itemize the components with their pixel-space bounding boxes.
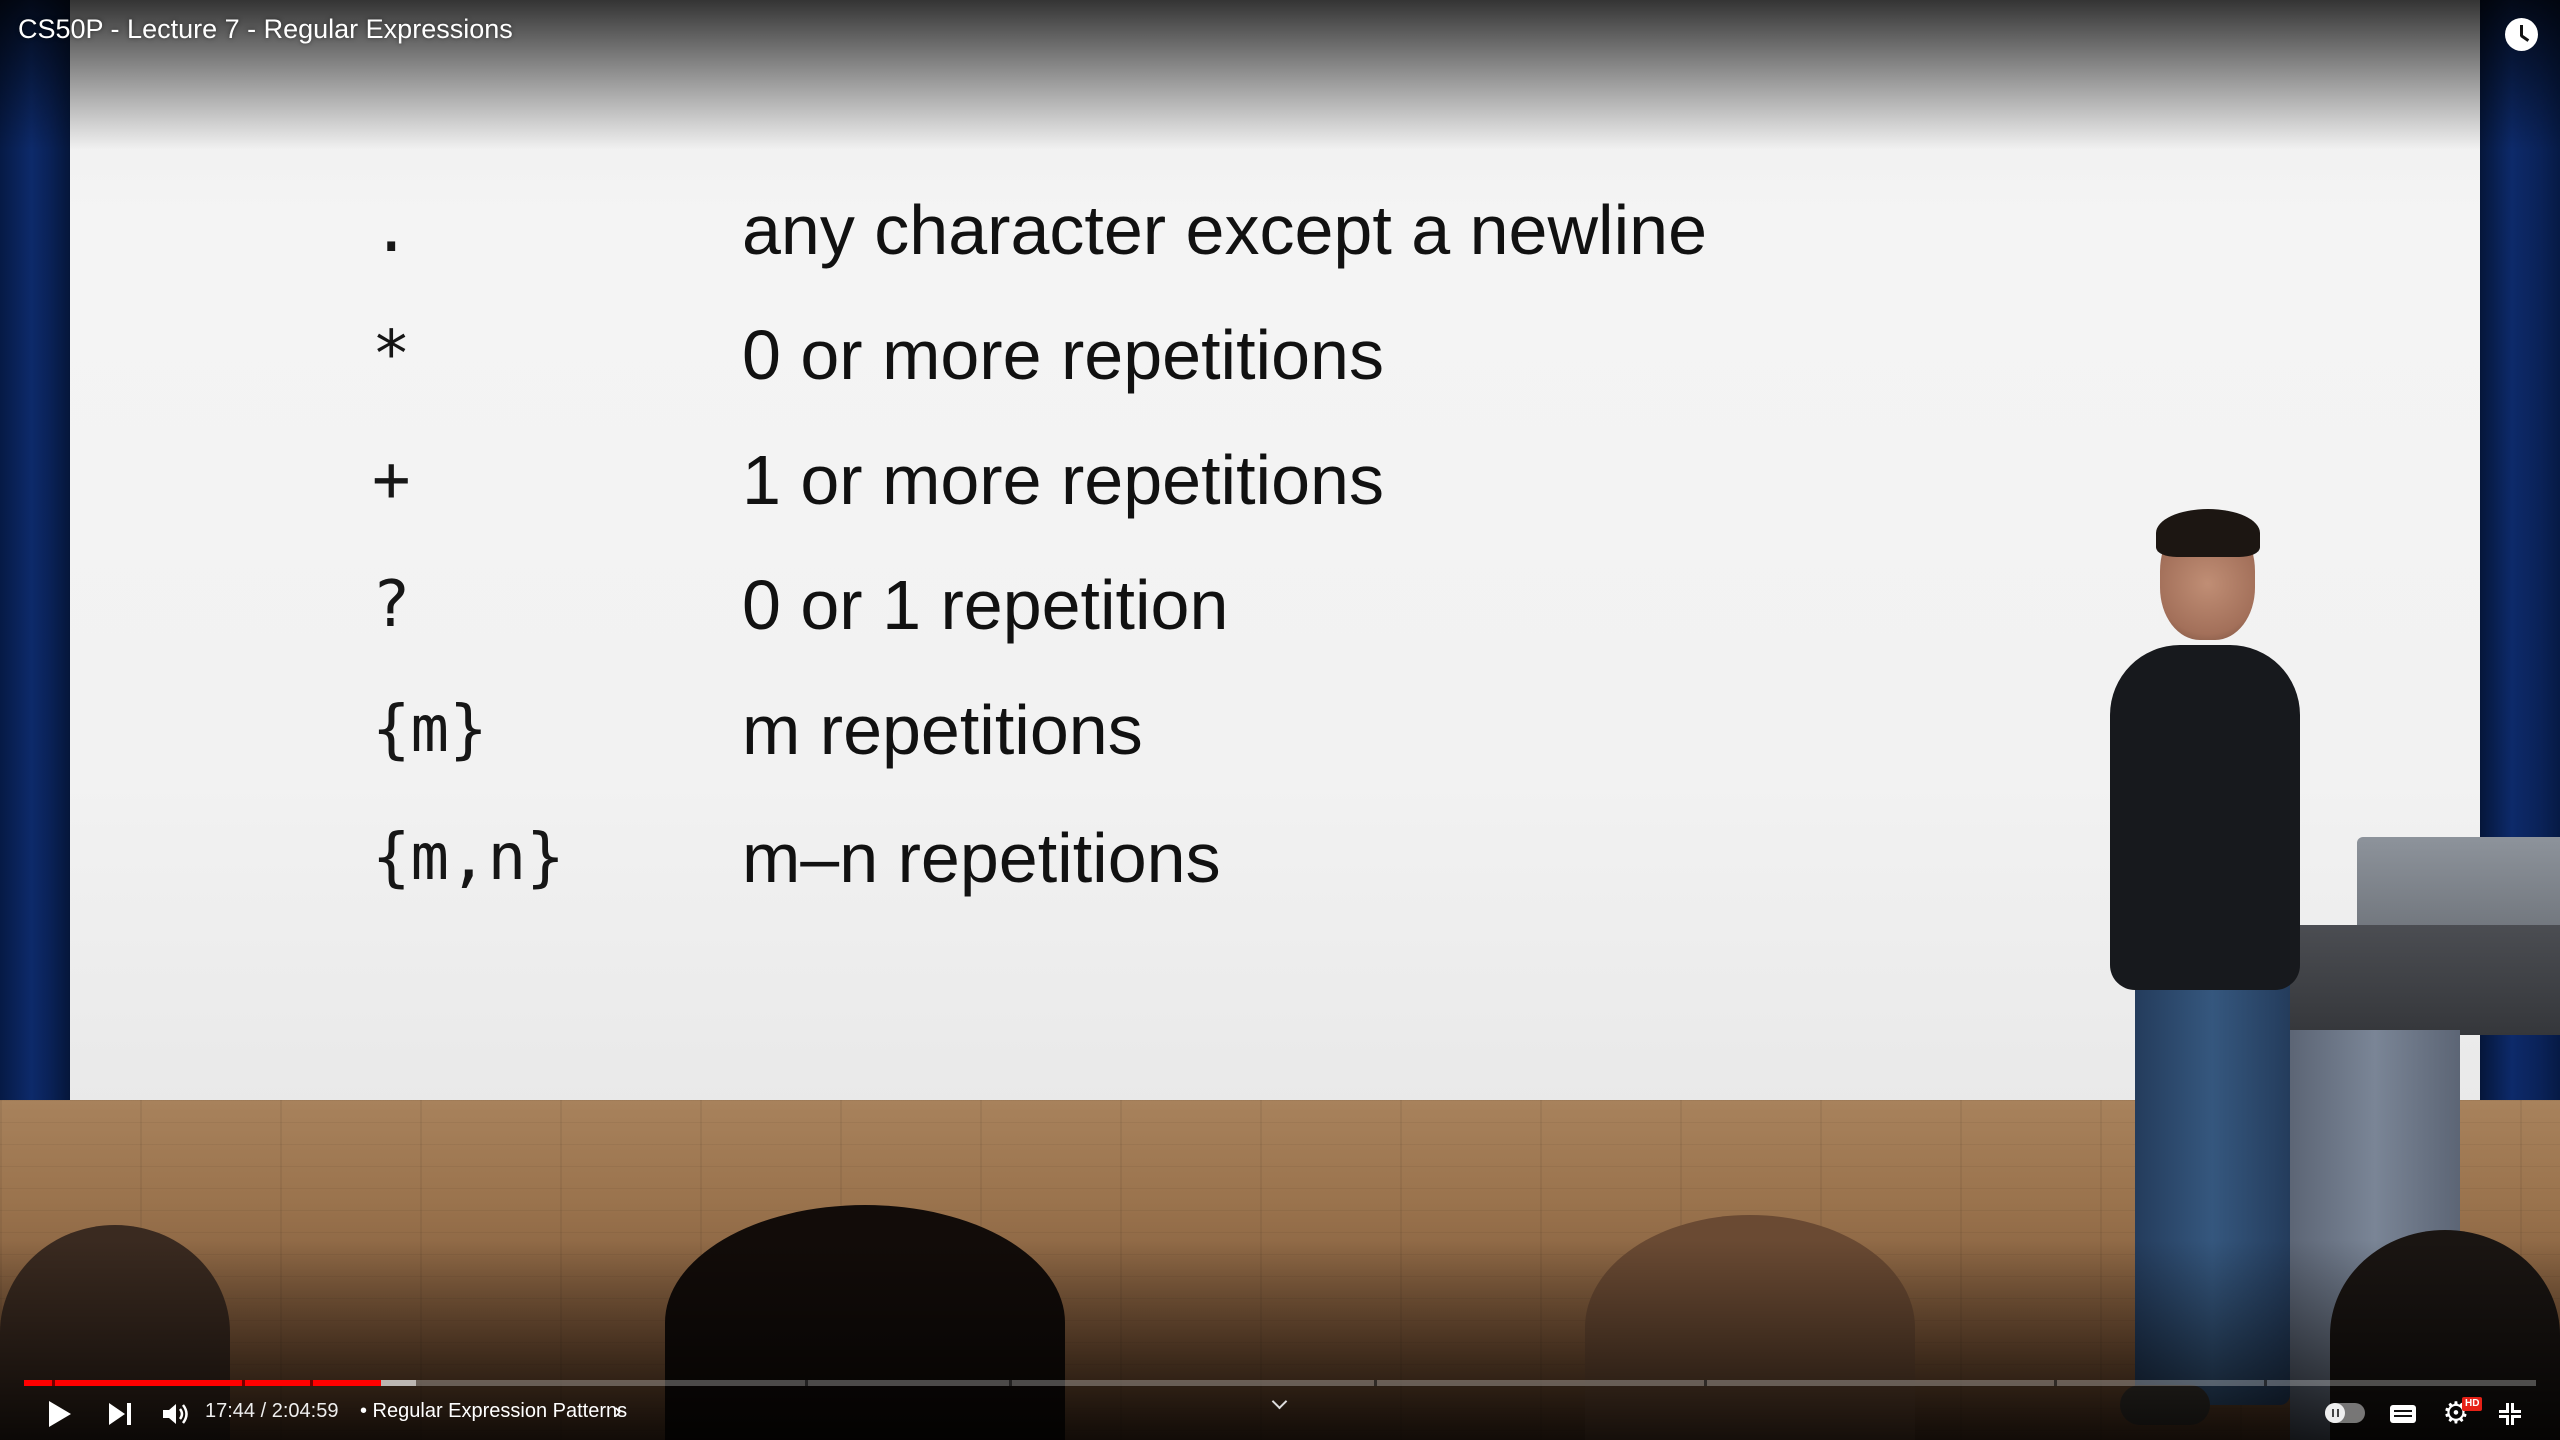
exit-fullscreen-icon[interactable] — [2490, 1392, 2530, 1436]
next-triangle — [109, 1403, 125, 1425]
regex-symbol: . — [372, 193, 411, 267]
chapter-marker — [52, 1380, 55, 1386]
chapter-chevron-icon[interactable]: › — [614, 1398, 622, 1423]
chapter-marker — [242, 1380, 245, 1386]
captions-icon[interactable] — [2384, 1392, 2422, 1436]
autoplay-toggle-icon[interactable] — [2325, 1403, 2365, 1423]
chapter-marker — [1704, 1380, 1707, 1386]
chapter-marker — [1374, 1380, 1377, 1386]
regex-symbol: ? — [372, 568, 411, 642]
progress-played — [24, 1380, 381, 1386]
time-display: 17:44 / 2:04:59 — [205, 1400, 339, 1422]
video-title[interactable]: CS50P - Lecture 7 - Regular Expressions — [18, 14, 513, 44]
speaker-svg — [163, 1404, 188, 1424]
regex-description: m repetitions — [742, 691, 1143, 769]
play-icon[interactable] — [40, 1392, 80, 1436]
regex-description: m–n repetitions — [742, 819, 1221, 897]
autoplay-knob — [2325, 1403, 2345, 1423]
progress-bar[interactable] — [24, 1380, 2536, 1386]
presenter-torso — [2110, 645, 2300, 990]
regex-description: 0 or more repetitions — [742, 316, 1384, 394]
chapter-marker — [2264, 1380, 2267, 1386]
next-bar — [127, 1403, 131, 1425]
regex-symbol: {m} — [372, 693, 488, 767]
chapter-marker — [2054, 1380, 2057, 1386]
chapter-marker — [310, 1380, 313, 1386]
left-curtain — [0, 0, 70, 1120]
title-overlay — [0, 0, 2560, 150]
regex-description: any character except a newline — [742, 191, 1707, 269]
volume-icon[interactable] — [155, 1392, 195, 1436]
chevron-down-icon[interactable] — [1269, 1393, 1291, 1415]
regex-symbol: * — [372, 318, 411, 392]
chapter-title[interactable]: • Regular Expression Patterns — [360, 1400, 628, 1422]
chapter-marker — [1009, 1380, 1012, 1386]
hd-badge: HD — [2462, 1397, 2483, 1411]
regex-symbol: {m,n} — [372, 821, 565, 895]
regex-description: 0 or 1 repetition — [742, 566, 1229, 644]
presenter-hair — [2156, 509, 2260, 557]
chapter-marker — [805, 1380, 808, 1386]
captions-box — [2390, 1405, 2416, 1423]
clock-icon[interactable] — [2505, 18, 2538, 51]
regex-symbol: + — [372, 443, 411, 517]
next-icon[interactable] — [100, 1392, 140, 1436]
fullscreen-glyph — [2499, 1403, 2521, 1425]
projection-screen — [55, 0, 2495, 1108]
regex-description: 1 or more repetitions — [742, 441, 1384, 519]
